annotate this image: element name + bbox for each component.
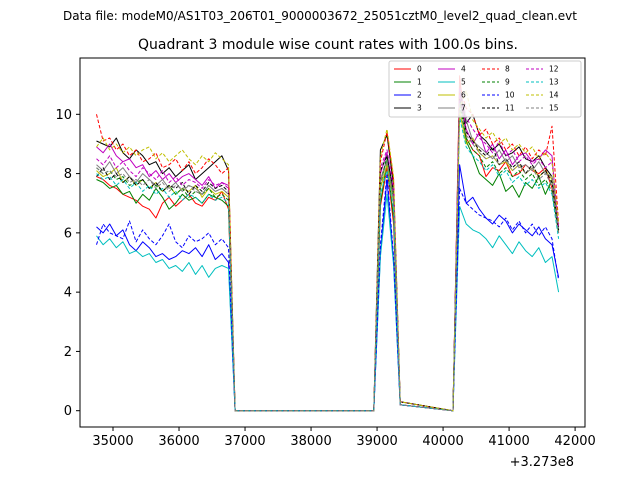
x-tick-label: 36000	[158, 434, 199, 449]
legend-label-2: 2	[417, 91, 422, 100]
series-line-13	[96, 116, 560, 412]
x-tick-label: 40000	[422, 434, 463, 449]
legend-label-9: 9	[505, 78, 510, 87]
legend-label-4: 4	[461, 65, 466, 74]
series-line-11	[96, 99, 560, 412]
x-tick-label: 42000	[554, 434, 595, 449]
x-axis: 35000 36000 37000 38000 39000 40000 41000 42000	[92, 427, 596, 449]
x-tick-label: 39000	[356, 434, 397, 449]
y-tick-label: 8	[64, 167, 72, 182]
legend-label-3: 3	[417, 104, 422, 113]
legend-label-13: 13	[549, 78, 559, 87]
y-tick-label: 10	[55, 108, 72, 123]
y-tick-label: 4	[64, 286, 72, 301]
plot-area	[80, 58, 585, 427]
chart-title: Quadrant 3 module wise count rates with …	[138, 37, 518, 53]
x-tick-label: 38000	[290, 434, 331, 449]
chart-suptitle: Data file: modeM0/AS1T03_206T01_90000036…	[63, 9, 577, 23]
y-tick-label: 2	[64, 345, 72, 360]
legend-label-5: 5	[461, 78, 466, 87]
x-offset-label: +3.273e8	[510, 455, 574, 470]
legend-label-14: 14	[549, 91, 559, 100]
x-tick-label: 37000	[224, 434, 265, 449]
legend-label-7: 7	[461, 104, 466, 113]
legend-label-8: 8	[505, 65, 510, 74]
legend-label-10: 10	[505, 91, 515, 100]
y-tick-label: 6	[64, 226, 72, 241]
legend-label-15: 15	[549, 104, 559, 113]
legend-label-0: 0	[417, 65, 422, 74]
legend-label-1: 1	[417, 78, 422, 87]
series-line-12	[96, 87, 560, 412]
legend-box	[388, 60, 582, 118]
y-axis: 0 2 4 6 8 10	[55, 108, 80, 419]
legend-label-12: 12	[549, 65, 559, 74]
axes-frame	[79, 57, 586, 428]
y-tick-label: 0	[64, 404, 72, 419]
legend-label-11: 11	[505, 104, 515, 113]
x-tick-label: 41000	[488, 434, 529, 449]
series-line-15	[96, 102, 560, 412]
series-line-14	[96, 90, 560, 412]
series-layer	[96, 75, 560, 412]
legend-label-6: 6	[461, 91, 466, 100]
x-tick-label: 35000	[92, 434, 133, 449]
